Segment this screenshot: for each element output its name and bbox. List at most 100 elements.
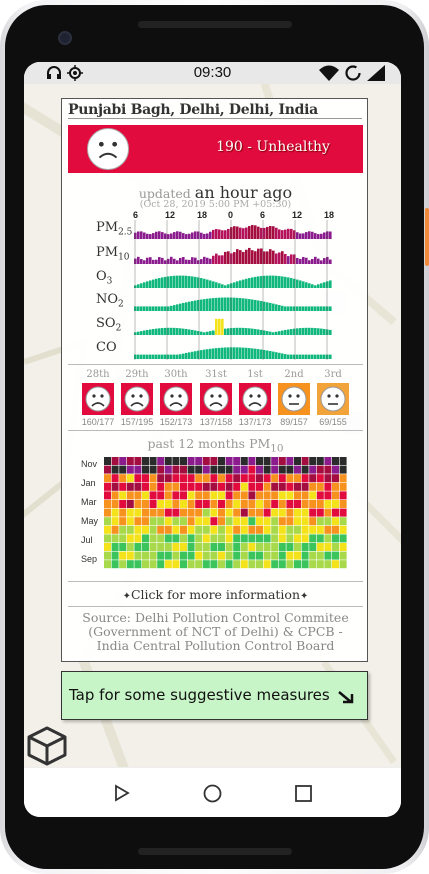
sparkline-bar [185, 328, 188, 335]
forecast-day: 29th [125, 369, 149, 380]
sparkline-bar [242, 327, 245, 335]
heatmap-cell [256, 508, 263, 517]
sparkline-bar [173, 275, 176, 288]
heatmap-cell [142, 465, 149, 474]
heatmap-cell [119, 560, 127, 569]
suggestive-measures-button[interactable]: Tap for some suggestive measures [61, 671, 368, 720]
sparkline-bar [194, 330, 197, 335]
heatmap-cell [240, 508, 248, 517]
forecast-day: 2nd [284, 369, 304, 380]
heatmap-cell [134, 534, 142, 543]
neutral-face-icon [320, 386, 346, 412]
sparkline-bar [137, 284, 140, 288]
heatmap-cell [180, 500, 187, 508]
cube-icon[interactable] [26, 725, 68, 767]
heatmap-cell [180, 560, 187, 569]
aqi-card[interactable]: Punjabi Bagh, Delhi, Delhi, India 190 - … [61, 98, 368, 662]
heatmap-cell [111, 543, 119, 551]
heatmap-cell [195, 508, 203, 517]
sparkline-bar [254, 251, 257, 264]
heatmap-cell [301, 525, 309, 534]
sparkline-bar [146, 329, 149, 335]
sparkline-bar [137, 306, 140, 311]
forecast-box[interactable] [160, 383, 192, 415]
sparkline-bar [284, 276, 287, 288]
heatmap-cell [202, 560, 210, 569]
heatmap-cell [149, 474, 157, 483]
sparkline-bar [200, 331, 203, 335]
sparkline-bar [302, 281, 305, 288]
sparkline-bar [146, 354, 149, 359]
heatmap-cell [233, 457, 241, 465]
heatmap-cell [339, 551, 347, 560]
forecast-box[interactable] [278, 383, 310, 415]
divider [68, 606, 363, 607]
sparkline-bar [221, 284, 224, 288]
sparkline-bar [251, 250, 254, 264]
sparkline-bar [323, 232, 326, 239]
heatmap-cell [134, 457, 142, 465]
sparkline-bar [320, 283, 323, 288]
recents-icon[interactable] [295, 785, 312, 802]
heatmap-cell [278, 517, 286, 526]
sparkline-bar [266, 251, 269, 264]
heatmap-cell [157, 482, 165, 491]
heatmap-cell [271, 525, 279, 534]
heatmap-cell [126, 551, 134, 560]
sparkline-bar [206, 331, 209, 335]
forecast-box[interactable] [121, 383, 153, 415]
sparkline-bar [311, 231, 314, 239]
more-info-link[interactable]: ✦Click for more information✦ [62, 587, 369, 602]
home-icon[interactable] [203, 784, 222, 803]
sparkline-bar [230, 328, 233, 335]
forecast-box[interactable] [82, 383, 114, 415]
forecast-box[interactable] [200, 383, 232, 415]
month-label: Sep [81, 554, 98, 564]
sparkline-bar [284, 306, 287, 311]
suggestive-measures-label: Tap for some suggestive measures [69, 686, 330, 704]
sparkline-bar [173, 327, 176, 335]
heatmap-cell [172, 474, 180, 483]
updated-exact: (Oct 28, 2019 5:00 PM +05:30) [139, 199, 292, 210]
sparkline-bar [260, 301, 263, 311]
sparkline-bar [185, 234, 188, 239]
heatmap-cell [202, 508, 210, 517]
forecast-box[interactable] [317, 383, 349, 415]
sparkline-bar [140, 354, 143, 359]
sparkline-bar [326, 256, 329, 264]
heatmap-cell [180, 465, 187, 474]
heatmap-cell [286, 474, 294, 483]
sparkline-bar [230, 347, 233, 359]
sparkline-bar [158, 328, 161, 335]
sparkline-bar [305, 257, 308, 264]
forecast-box[interactable] [239, 383, 271, 415]
month-label: Jan [81, 478, 96, 488]
sparkline-bar [284, 229, 287, 239]
heatmap-cell [172, 525, 180, 534]
sparkline-bar [176, 354, 179, 359]
heatmap-cell [172, 534, 180, 543]
sparkline-bar [290, 306, 293, 311]
heatmap-cell [278, 534, 286, 543]
heatmap-cell [332, 474, 339, 483]
heatmap-cell [218, 551, 225, 560]
heatmap-cell [142, 560, 149, 569]
back-icon[interactable] [113, 784, 131, 802]
heatmap-cell [309, 543, 317, 551]
sparkline-bar [314, 354, 317, 359]
heatmap-cell [210, 517, 218, 526]
sparkline-bar [167, 258, 170, 264]
sparkline-bar [272, 275, 275, 288]
sparkline-bar [239, 347, 242, 359]
heatmap-cell [111, 517, 119, 526]
status-time: 09:30 [193, 64, 232, 81]
sparkline-bar [230, 297, 233, 311]
sparkline-bar [245, 249, 248, 264]
heatmap-cell [164, 482, 172, 491]
heatmap-cell [248, 508, 256, 517]
sparkline-bar [326, 281, 329, 288]
sparkline-bar [158, 354, 161, 359]
sparkline-bar [176, 231, 179, 239]
heatmap-cell [309, 534, 317, 543]
heatmap-cell [119, 517, 127, 526]
